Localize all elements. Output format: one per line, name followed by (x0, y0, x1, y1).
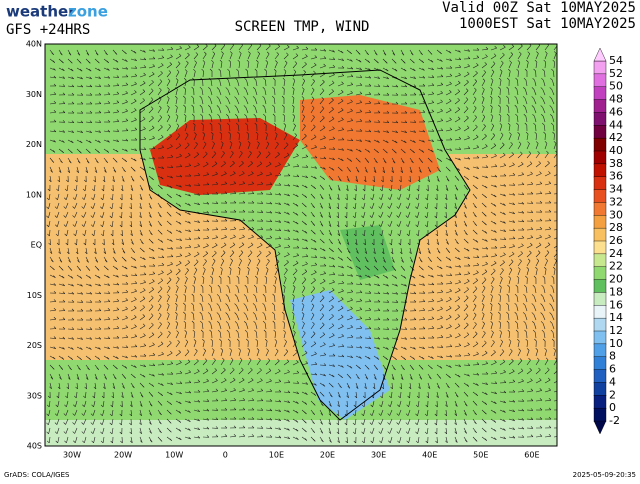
barb-tick (558, 181, 560, 183)
barb-tick (558, 408, 560, 410)
model-label: GFS +24HRS (6, 22, 90, 38)
barb-tick (557, 378, 559, 380)
map (45, 43, 560, 446)
barb-tick (558, 219, 560, 221)
logo-weather: weather (6, 3, 76, 21)
barb-tick (558, 398, 560, 400)
logo-zone: zone (68, 3, 108, 21)
barb-tick (558, 201, 560, 203)
barb-tick (558, 191, 560, 193)
barb-tick (558, 227, 560, 229)
valid-time: Valid 00Z Sat 10MAY2025 (442, 0, 636, 16)
barb-tick (558, 388, 560, 390)
map-title: SCREEN TMP, WIND (235, 19, 370, 35)
barb-tick (557, 171, 559, 173)
barb-tick (558, 210, 560, 212)
local-time: 1000EST Sat 10MAY2025 (459, 16, 636, 32)
barb-tick (558, 426, 560, 428)
barb-tick (558, 417, 560, 419)
barb-tick (558, 235, 560, 237)
